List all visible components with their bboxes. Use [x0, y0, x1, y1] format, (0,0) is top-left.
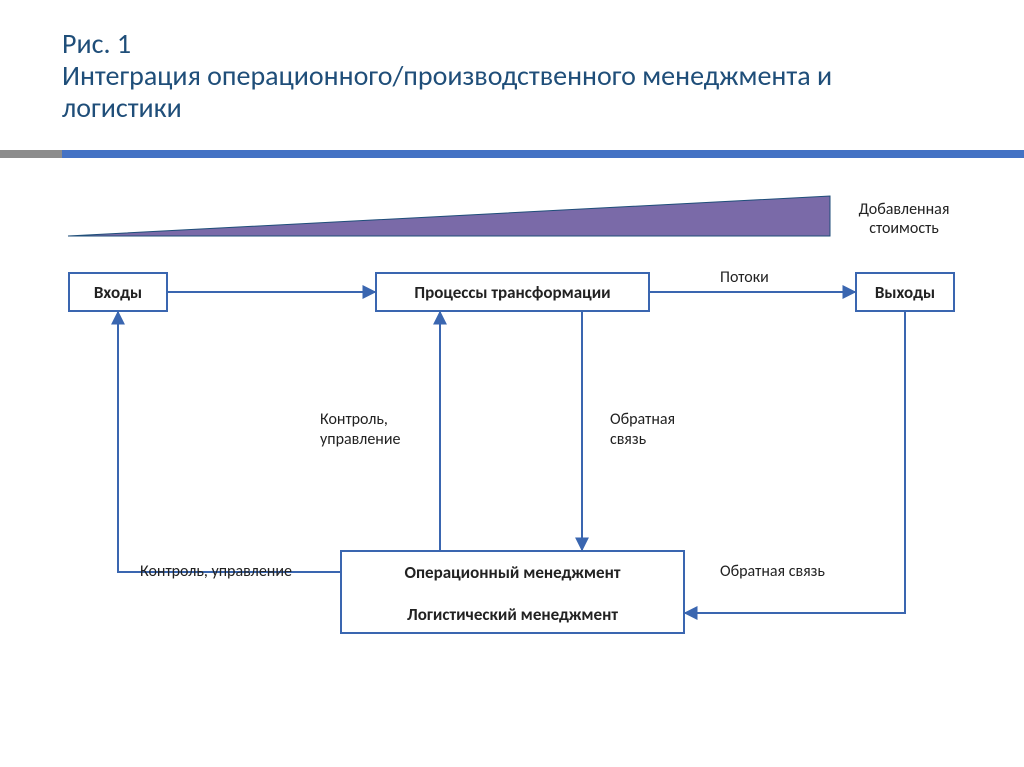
diagram: Добавленная стоимость Входы Процессы тра…: [0, 0, 1024, 767]
edge-label-feedback-down: Обратная связь: [610, 410, 675, 450]
connectors-svg: [0, 0, 1024, 767]
edge-label-ctrl-to-in: Контроль, управление: [140, 562, 292, 582]
edge-ctrl-to-in: [118, 312, 340, 572]
management-box: Операционный менеджмент Логистический ме…: [340, 550, 685, 634]
inputs-box: Входы: [68, 272, 168, 312]
logistics-mgmt-label: Логистический менеджмент: [342, 594, 683, 636]
process-label: Процессы трансформации: [414, 282, 610, 303]
edge-label-proc-to-out: Потоки: [720, 268, 769, 288]
outputs-label: Выходы: [875, 282, 935, 303]
edge-label-ctrl-up: Контроль, управление: [320, 410, 400, 450]
outputs-box: Выходы: [855, 272, 955, 312]
edge-label-out-feedback: Обратная связь: [720, 562, 825, 582]
inputs-label: Входы: [94, 282, 142, 303]
process-box: Процессы трансформации: [375, 272, 650, 312]
operational-mgmt-label: Операционный менеджмент: [342, 552, 683, 594]
value-wedge: [68, 196, 830, 236]
value-added-label: Добавленная стоимость: [844, 200, 964, 238]
